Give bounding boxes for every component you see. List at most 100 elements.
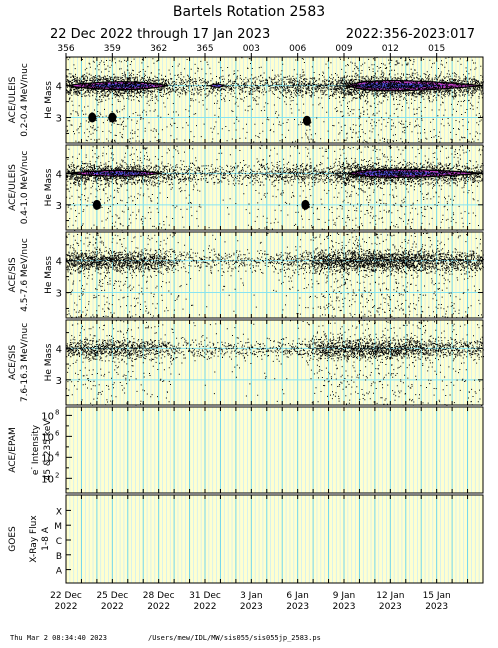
doy-tick-label: 362 bbox=[150, 44, 167, 54]
he3-cluster bbox=[108, 112, 117, 123]
he3-cluster bbox=[88, 112, 97, 123]
date-tick-year: 2022 bbox=[147, 602, 170, 612]
y-tick-exponent: 8 bbox=[55, 408, 59, 416]
panel-frame bbox=[65, 144, 484, 231]
doy-tick-label: 006 bbox=[289, 44, 306, 54]
doy-tick-label: 012 bbox=[382, 44, 399, 54]
doy-range-subtitle: 2022:356-2023:017 bbox=[346, 27, 475, 42]
energy-range: 4.5-7.6 MeV/nuc bbox=[20, 238, 30, 312]
he3-cluster bbox=[302, 115, 311, 126]
doy-tick-label: 009 bbox=[335, 44, 352, 54]
y-tick-label: 4 bbox=[56, 257, 62, 268]
y-axis-label-line2: 1-8 A bbox=[41, 526, 51, 551]
date-tick-year: 2023 bbox=[379, 602, 402, 612]
y-axis-label: X-Ray Flux 1-8 A bbox=[29, 515, 51, 563]
y-axis-label-line1-rest: Intensity bbox=[31, 424, 41, 467]
he3-cluster bbox=[301, 199, 310, 210]
y-axis-label-line1: X-Ray Flux bbox=[29, 515, 39, 563]
y-axis-label: He Mass bbox=[44, 256, 54, 294]
y-tick-label: 10 bbox=[41, 432, 54, 443]
panel-2: 3 4 ACE/ULEIS 0.4-1.0 MeV/nuc He Mass bbox=[8, 144, 484, 231]
particle-events bbox=[66, 320, 484, 406]
y-tick-exponent: 4 bbox=[55, 450, 60, 458]
date-tick-year: 2023 bbox=[240, 602, 263, 612]
footer-path: /Users/mew/IDL/MW/sis055/sis055jp_2583.p… bbox=[148, 634, 321, 642]
y-tick-label: M bbox=[54, 522, 62, 532]
date-tick-year: 2022 bbox=[55, 602, 78, 612]
panel-3: 3 4 ACE/SIS 4.5-7.6 MeV/nuc He Mass bbox=[8, 231, 484, 319]
y-axis-label: He Mass bbox=[44, 168, 54, 206]
y-axis-label: He Mass bbox=[44, 81, 54, 119]
doy-tick-label: 359 bbox=[104, 44, 121, 54]
doy-tick-label: 365 bbox=[196, 44, 213, 54]
date-range-subtitle: 22 Dec 2022 through 17 Jan 2023 bbox=[50, 27, 270, 42]
instrument-name: ACE/SIS bbox=[8, 257, 18, 292]
panel-instrument-label: ACE/SIS 7.6-16.3 MeV/nuc bbox=[8, 323, 30, 402]
y-tick-label: A bbox=[56, 567, 63, 577]
instrument-name: ACE/ULEIS bbox=[8, 164, 18, 211]
date-tick-label: 15 Jan bbox=[423, 591, 451, 601]
y-tick-label: 4 bbox=[56, 82, 62, 93]
instrument-name: ACE/SIS bbox=[8, 345, 18, 380]
instrument-name: ACE/ULEIS bbox=[8, 76, 18, 123]
doy-tick-label: 003 bbox=[243, 44, 260, 54]
panel-frame bbox=[65, 494, 484, 584]
date-tick-year: 2022 bbox=[194, 602, 217, 612]
y-tick-label: 3 bbox=[56, 114, 62, 125]
y-tick-label: 3 bbox=[56, 289, 62, 300]
panel-1: 3 4 ACE/ULEIS 0.2-0.4 MeV/nuc He Mass bbox=[8, 56, 484, 144]
doy-tick-axis: 356 359 362 365 003 006 009 012 015 bbox=[57, 44, 445, 57]
date-tick-year: 2023 bbox=[286, 602, 309, 612]
date-tick-label: 12 Jan bbox=[376, 591, 404, 601]
panel-frame bbox=[65, 56, 484, 144]
date-tick-label: 31 Dec bbox=[189, 591, 221, 601]
y-tick-exponent: 2 bbox=[55, 471, 59, 479]
y-tick-label: 3 bbox=[56, 201, 62, 212]
figure-title: Bartels Rotation 2583 bbox=[173, 4, 325, 20]
y-tick-label: 3 bbox=[56, 376, 62, 387]
doy-tick-label: 356 bbox=[57, 44, 74, 54]
date-tick-label: 3 Jan bbox=[240, 591, 262, 601]
panel-frame bbox=[65, 231, 484, 319]
y-tick-label: 4 bbox=[56, 169, 62, 180]
date-tick-label: 6 Jan bbox=[286, 591, 308, 601]
scatter-points bbox=[66, 320, 484, 406]
panel-4: 3 4 ACE/SIS 7.6-16.3 MeV/nuc He Mass bbox=[8, 319, 484, 406]
panel-instrument-label: ACE/SIS 4.5-7.6 MeV/nuc bbox=[8, 238, 30, 312]
doy-tick-label: 015 bbox=[428, 44, 445, 54]
y-tick-label: 10 bbox=[41, 453, 54, 464]
y-tick-label: 10 bbox=[41, 411, 54, 422]
y-axis-label: He Mass bbox=[44, 343, 54, 381]
energy-range: 0.4-1.0 MeV/nuc bbox=[20, 151, 30, 225]
panel-frame bbox=[65, 319, 484, 406]
panel-instrument-label: ACE/EPAM bbox=[8, 427, 18, 472]
scatter-points bbox=[66, 57, 484, 144]
date-tick-label: 25 Dec bbox=[96, 591, 128, 601]
y-axis-label-line1: e bbox=[31, 469, 41, 475]
y-tick-label: B bbox=[56, 552, 62, 562]
date-tick-label: 9 Jan bbox=[333, 591, 355, 601]
y-axis-label: e- Intensity 45 & 235 keV bbox=[28, 419, 53, 481]
he3-cluster bbox=[92, 199, 101, 210]
panel-instrument-label: ACE/ULEIS 0.2-0.4 MeV/nuc bbox=[8, 63, 30, 137]
y-tick-exponent: 6 bbox=[55, 429, 60, 437]
y-axis-label-superscript: - bbox=[28, 467, 36, 470]
panel-frame bbox=[65, 406, 484, 494]
panel-instrument-label: ACE/ULEIS 0.4-1.0 MeV/nuc bbox=[8, 151, 30, 225]
y-tick-label: 4 bbox=[56, 344, 62, 355]
y-tick-label: 10 bbox=[41, 474, 54, 485]
footer-timestamp: Thu Mar 2 08:34:40 2023 bbox=[10, 634, 107, 642]
date-tick-year: 2023 bbox=[333, 602, 356, 612]
y-tick-label: C bbox=[56, 537, 62, 547]
y-axis-label-line2: 45 & 235 keV bbox=[43, 419, 53, 481]
particle-events bbox=[66, 57, 484, 144]
date-tick-label: 28 Dec bbox=[143, 591, 175, 601]
date-tick-year: 2022 bbox=[101, 602, 124, 612]
date-tick-label: 22 Dec bbox=[50, 591, 82, 601]
energy-range: 0.2-0.4 MeV/nuc bbox=[20, 63, 30, 137]
